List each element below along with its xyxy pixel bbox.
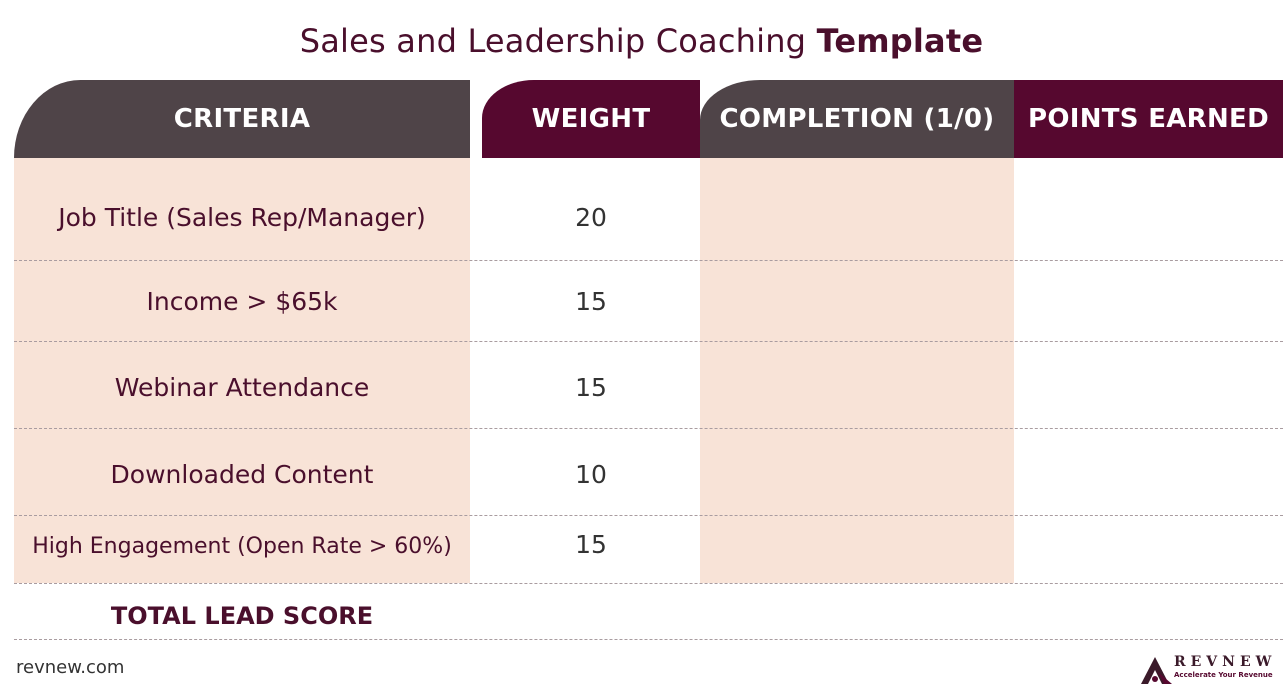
- row-divider: [14, 639, 1283, 640]
- row-divider: [14, 515, 1283, 516]
- table-row-weight: 15: [575, 372, 607, 402]
- row-divider: [14, 428, 1283, 429]
- table-row-points: [1014, 516, 1283, 572]
- row-divider: [14, 583, 1283, 584]
- table-row-completion: [700, 432, 1014, 516]
- header-weight: WEIGHT: [482, 80, 700, 158]
- table-row-weight: 10: [575, 459, 607, 489]
- revnew-logo-icon: [1141, 657, 1172, 684]
- header-completion: COMPLETION (1/0): [700, 80, 1014, 158]
- table-row-criteria: Webinar Attendance: [114, 372, 370, 402]
- table-row-weight: 15: [575, 529, 607, 559]
- table-row-weight: 15: [575, 286, 607, 316]
- table-row-criteria: Downloaded Content: [110, 459, 374, 489]
- table-row-criteria: Income > $65k: [146, 286, 338, 316]
- table-row-points: [1014, 262, 1283, 340]
- completion-column-background: [700, 158, 1014, 583]
- total-lead-score-label: TOTAL LEAD SCORE: [110, 602, 374, 630]
- table-row-completion: [700, 516, 1014, 572]
- header-criteria: CRITERIA: [14, 80, 470, 158]
- table-row-criteria: Job Title (Sales Rep/Manager): [58, 202, 426, 232]
- table-row-criteria: High Engagement (Open Rate > 60%): [32, 533, 452, 559]
- row-divider: [14, 260, 1283, 261]
- table-row-completion: [700, 178, 1014, 256]
- footer-url: revnew.com: [16, 657, 125, 678]
- criteria-column-background: [14, 158, 470, 583]
- table-row-completion: [700, 262, 1014, 340]
- total-lead-score-value: [482, 596, 700, 636]
- logo-wordmark: REVNEW: [1174, 654, 1277, 670]
- table-row-points: [1014, 432, 1283, 516]
- logo-tagline: Accelerate Your Revenue: [1174, 671, 1273, 679]
- table-row-points: [1014, 178, 1283, 256]
- table-row-points: [1014, 345, 1283, 429]
- title-regular: Sales and Leadership Coaching: [299, 22, 817, 60]
- row-divider: [14, 341, 1283, 342]
- title-bold: Template: [816, 22, 984, 60]
- revnew-logo: REVNEW Accelerate Your Revenue: [1138, 652, 1278, 686]
- page-title: Sales and Leadership Coaching Template: [0, 22, 1283, 60]
- table-row-weight: 20: [575, 202, 607, 232]
- header-points-earned: POINTS EARNED: [1014, 80, 1283, 158]
- table-row-completion: [700, 345, 1014, 429]
